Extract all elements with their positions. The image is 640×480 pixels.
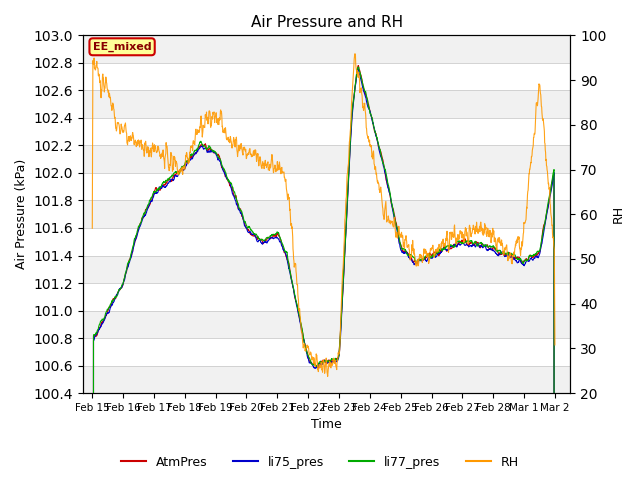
Text: EE_mixed: EE_mixed [93, 42, 152, 52]
Bar [83, 90, 570, 118]
Legend: AtmPres, li75_pres, li77_pres, RH: AtmPres, li75_pres, li77_pres, RH [116, 451, 524, 474]
Bar [83, 366, 570, 393]
X-axis label: Time: Time [311, 419, 342, 432]
Bar [83, 36, 570, 63]
Bar [83, 255, 570, 283]
Bar [83, 311, 570, 338]
Y-axis label: Air Pressure (kPa): Air Pressure (kPa) [15, 159, 28, 269]
Y-axis label: RH: RH [612, 205, 625, 223]
Bar [83, 201, 570, 228]
Title: Air Pressure and RH: Air Pressure and RH [251, 15, 403, 30]
Bar [83, 145, 570, 173]
